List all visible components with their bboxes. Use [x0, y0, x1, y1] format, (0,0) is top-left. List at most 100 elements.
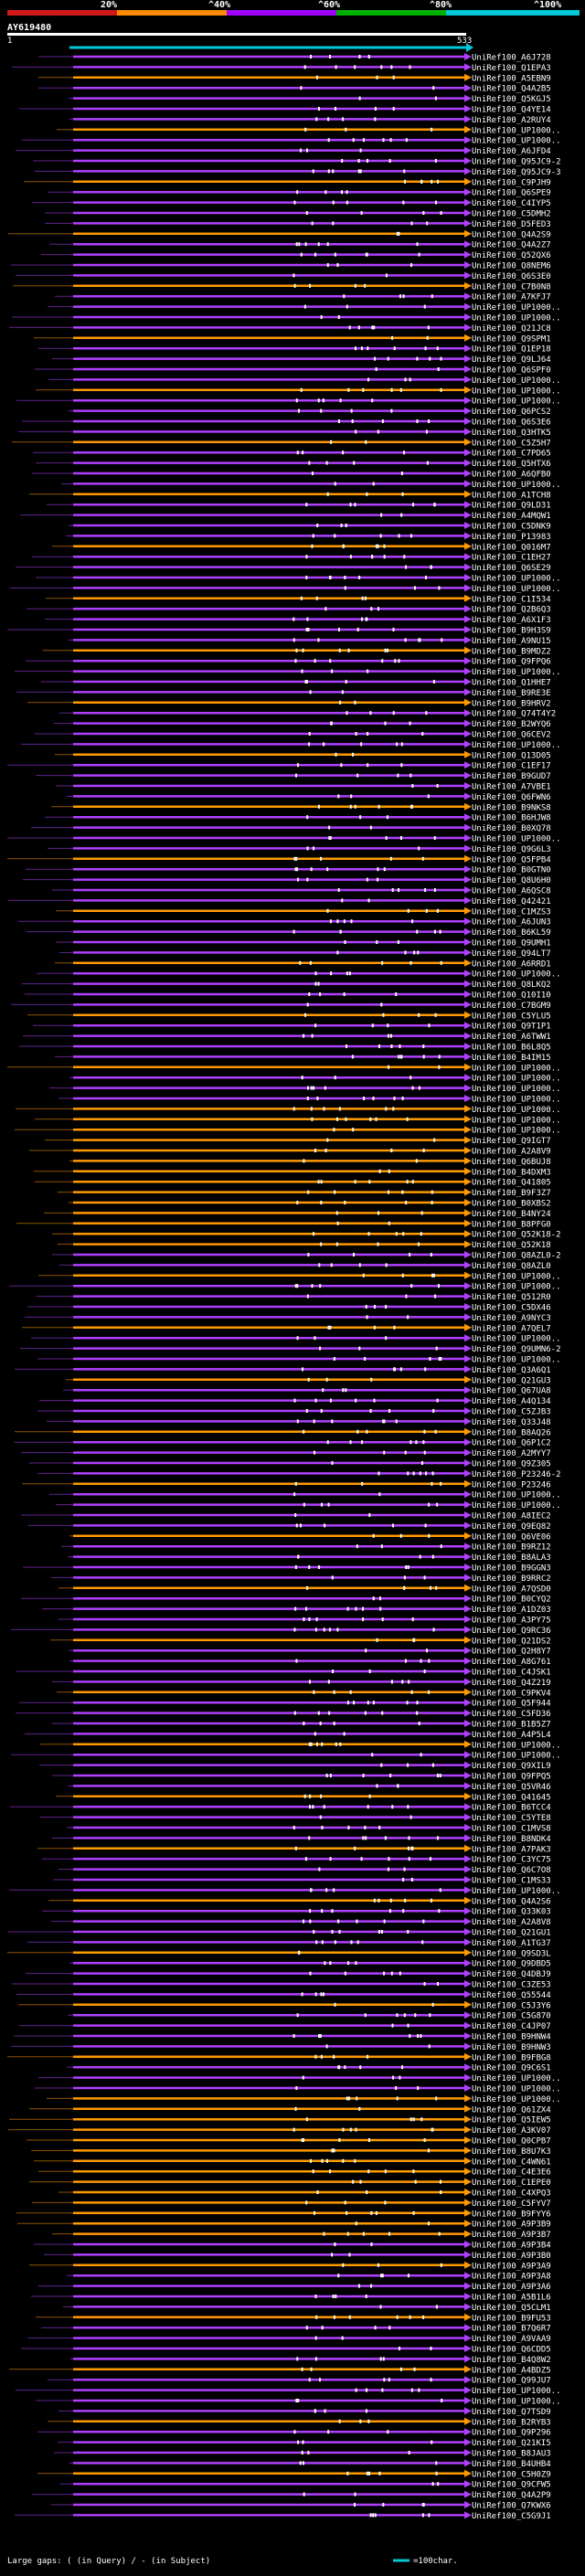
gap-mark — [390, 1680, 393, 1684]
hit-arrow — [464, 1313, 472, 1321]
hit-label: UniRef100_A6X1F3 — [472, 616, 551, 625]
hit-label: UniRef100_Q99JU7 — [472, 2377, 551, 2386]
gap-mark — [406, 1180, 409, 1184]
gap-mark — [379, 2305, 382, 2309]
gap-mark — [314, 1023, 317, 1028]
gap-mark — [414, 2013, 417, 2018]
hit-arrow — [464, 1386, 472, 1394]
hit-arrow — [464, 938, 472, 946]
gap-mark — [391, 888, 394, 892]
hit-label: UniRef100_Q6PCS2 — [472, 408, 551, 417]
gap-mark — [424, 346, 427, 351]
gap-mark — [402, 1232, 405, 1236]
gap-mark — [305, 148, 308, 153]
gap-mark — [428, 1533, 431, 1538]
hit-label: UniRef100_UP1000.. — [472, 1075, 561, 1084]
hit-label: UniRef100_Q21GU3 — [472, 1376, 551, 1385]
hit-label: UniRef100_UP1000.. — [472, 481, 561, 490]
hit-arrow — [464, 1022, 472, 1030]
hit-arrow — [464, 261, 472, 269]
gap-mark — [439, 929, 441, 934]
gap-mark — [334, 1190, 336, 1194]
gap-mark — [431, 2440, 433, 2444]
gap-mark — [333, 2054, 335, 2059]
gap-mark — [354, 346, 356, 351]
gap-mark — [435, 1346, 438, 1351]
gap-mark — [404, 377, 407, 382]
hit-arrow — [464, 1251, 472, 1258]
gap-mark — [319, 1815, 322, 1819]
gap-mark — [310, 1107, 313, 1111]
gap-mark — [293, 283, 296, 288]
gap-mark — [409, 721, 411, 726]
gap-mark — [378, 607, 380, 611]
gap-mark — [376, 1638, 378, 1642]
gap-mark — [367, 898, 370, 903]
gap-mark — [440, 211, 442, 215]
gap-mark — [312, 2169, 314, 2174]
gap-mark — [403, 1585, 406, 1590]
gap-mark — [294, 1513, 297, 1517]
gap-mark — [360, 617, 363, 621]
gap-mark — [423, 1575, 426, 1580]
gap-mark — [314, 1149, 316, 1152]
gap-mark — [354, 65, 356, 69]
gap-mark — [433, 1138, 436, 1142]
hit-arrow — [464, 1730, 472, 1738]
gap-mark — [381, 1617, 384, 1621]
gap-mark — [365, 440, 367, 444]
gap-mark — [322, 398, 324, 403]
gap-mark — [367, 1232, 370, 1236]
gap-mark — [316, 75, 319, 80]
gap-mark — [356, 1429, 359, 1434]
hit-label: UniRef100_Q9CFW5 — [472, 2481, 551, 2490]
gap-mark — [422, 211, 425, 215]
gap-mark — [385, 1263, 388, 1267]
hit-arrow — [464, 2220, 472, 2228]
gap-mark — [401, 2065, 404, 2070]
gap-mark — [347, 648, 350, 652]
hit-label: UniRef100_Q52K18-2 — [472, 1231, 561, 1240]
gap-mark — [310, 2158, 313, 2163]
hit-arrow — [464, 1761, 472, 1769]
hit-label: UniRef100_C5H0Z9 — [472, 2470, 551, 2479]
gap-mark — [327, 1325, 330, 1330]
hit-arrow — [464, 2084, 472, 2092]
hit-arrow — [464, 1407, 472, 1415]
hit-arrow — [464, 553, 472, 561]
gap-mark — [346, 1606, 349, 1611]
gap-mark — [410, 960, 412, 965]
hit-arrow — [464, 2345, 472, 2352]
hit-arrow — [464, 1876, 472, 1883]
gap-mark — [376, 1784, 378, 1788]
hit-label: UniRef100_C4XPQ3 — [472, 2189, 551, 2199]
gap-mark — [305, 555, 308, 559]
gap-mark — [403, 1867, 406, 1871]
gap-mark — [320, 1409, 323, 1413]
gap-mark — [430, 2347, 432, 2350]
gap-mark — [410, 1878, 413, 1882]
gap-mark — [319, 2034, 322, 2038]
gap-mark — [440, 1357, 442, 1361]
hit-arrow — [464, 1553, 472, 1561]
gap-mark — [382, 1419, 385, 1424]
gap-mark — [323, 1107, 325, 1111]
hit-label: UniRef100_UP1000.. — [472, 2387, 561, 2396]
gap-mark — [295, 773, 298, 778]
gap-mark — [412, 2169, 415, 2174]
gap-mark — [307, 1086, 310, 1090]
gap-mark — [378, 1471, 380, 1476]
hit-arrow — [464, 1782, 472, 1790]
gap-mark — [308, 1565, 311, 1569]
gap-mark — [384, 2169, 387, 2174]
gap-mark — [436, 1836, 439, 1840]
gap-mark — [410, 1440, 412, 1445]
gap-mark — [365, 1648, 367, 1653]
gap-mark — [344, 2200, 346, 2205]
gap-mark — [321, 1742, 324, 1746]
gap-mark — [335, 1242, 338, 1246]
gap-mark — [335, 107, 337, 111]
gap-mark — [314, 1992, 317, 1997]
gap-mark — [292, 2127, 295, 2132]
gap-mark — [373, 325, 376, 330]
